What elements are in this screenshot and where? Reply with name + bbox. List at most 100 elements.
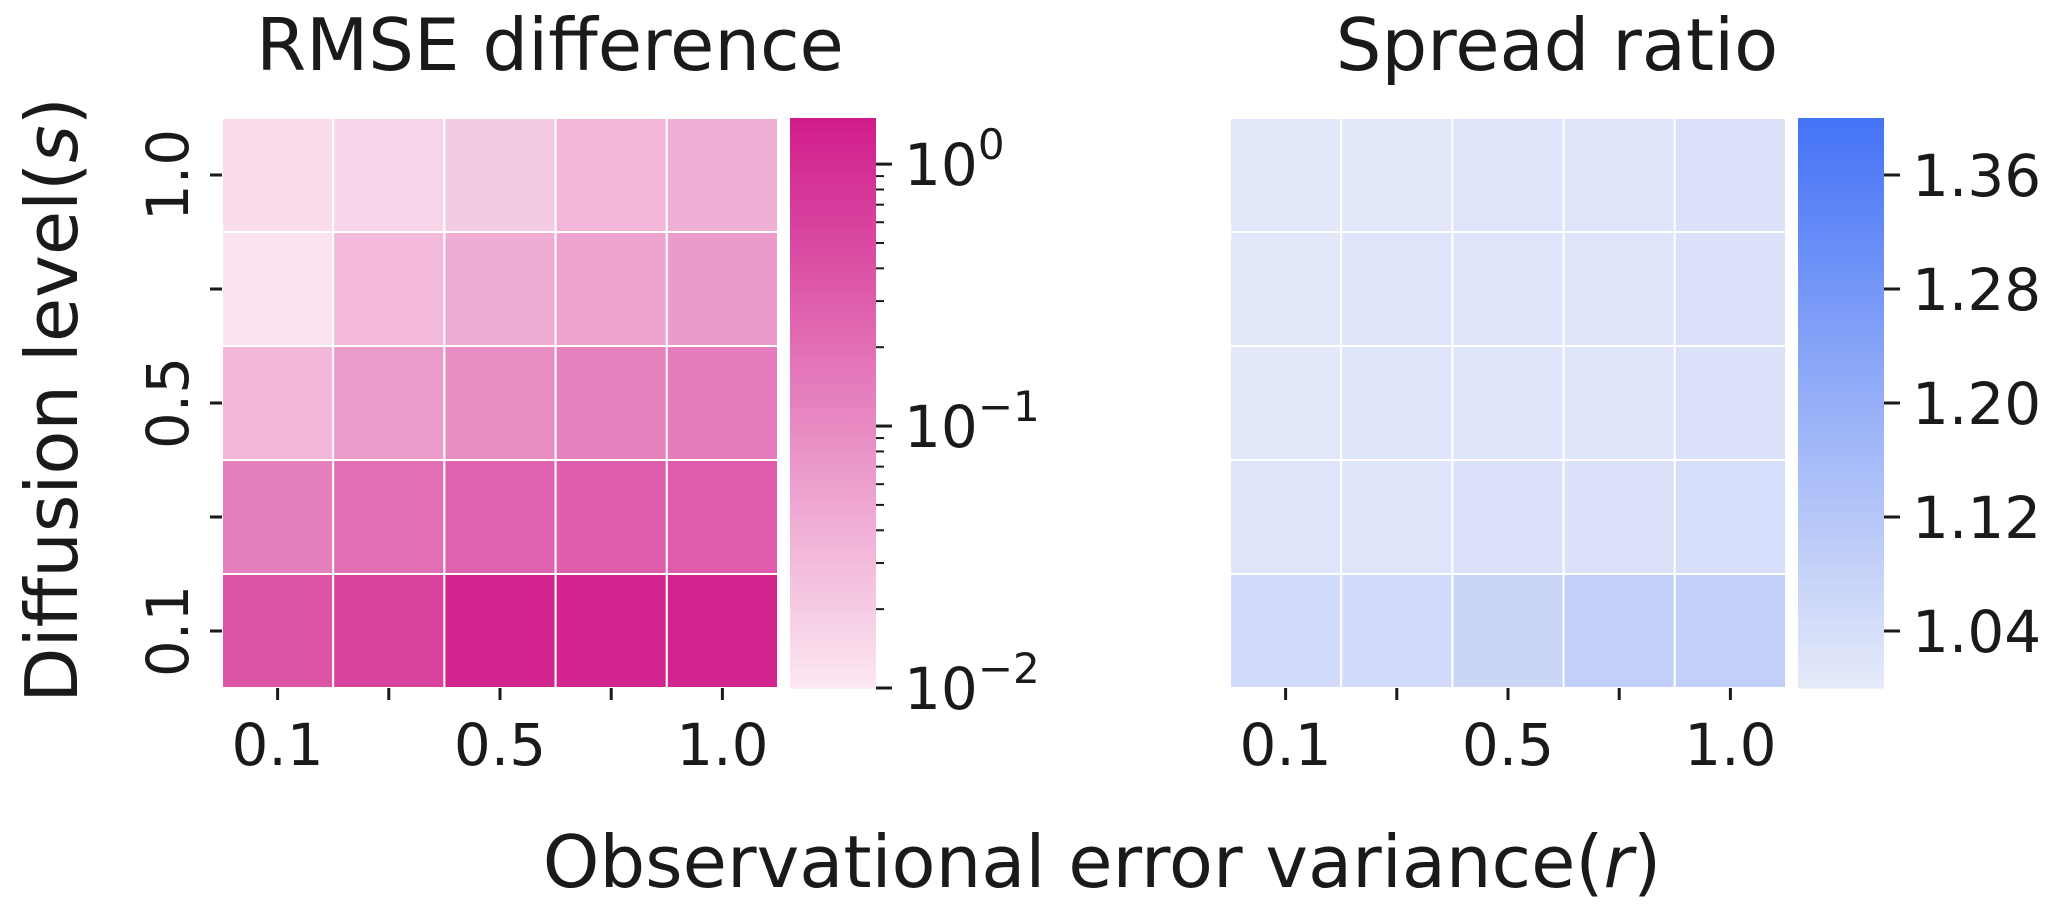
spread-colorbar-segment	[1798, 536, 1884, 542]
rmse-colorbar-segment	[790, 555, 876, 561]
rmse-colorbar-segment	[790, 194, 876, 200]
rmse-colorbar-segment	[790, 635, 876, 642]
rmse-colorbar-segment	[790, 564, 876, 570]
spread-cell	[1229, 573, 1343, 689]
spread-cell	[1562, 117, 1676, 233]
spread-colorbar-segment	[1798, 650, 1884, 656]
x-axis-label-text: Observational error variance	[543, 820, 1576, 904]
rmse-colorbar-segment	[790, 265, 876, 271]
rmse-cell	[332, 459, 446, 575]
rmse-colorbar-segment	[790, 217, 876, 224]
spread-colorbar-segment	[1798, 621, 1884, 627]
rmse-colorbar-segment	[790, 593, 876, 599]
rmse-colorbar-segment	[790, 526, 876, 532]
spread-cell	[1673, 117, 1788, 233]
spread-colorbar-segment	[1798, 137, 1884, 143]
spread-colorbar-segment	[1798, 236, 1884, 243]
spread-colorbar-segment	[1798, 635, 1884, 642]
rmse-colorbar-segment	[790, 607, 876, 613]
spread-colorbar-segment	[1798, 645, 1884, 651]
spread-colorbar-segment	[1798, 498, 1884, 504]
rmse-colorbar-segment	[790, 545, 876, 551]
rmse-colorbar-segment	[790, 170, 876, 176]
spread-cell	[1340, 117, 1454, 233]
spread-colorbar-segment	[1798, 260, 1884, 266]
rmse-colorbar-segment	[790, 175, 876, 181]
spread-colorbar-segment	[1798, 602, 1884, 608]
spread-colorbar-segment	[1798, 141, 1884, 148]
y-axis-label-symbol: s	[10, 125, 94, 163]
rmse-colorbar-segment	[790, 308, 876, 314]
rmse-colorbar-segment	[790, 645, 876, 651]
rmse-cell	[221, 573, 335, 689]
spread-colorbar-segment	[1798, 208, 1884, 214]
spread-colorbar-segment	[1798, 398, 1884, 404]
x-axis-label: Observational error variance(r)	[543, 820, 1661, 904]
rmse-colorbar-segment	[790, 654, 876, 661]
rmse-colorbar-segment	[790, 422, 876, 428]
spread-colorbar-segment	[1798, 403, 1884, 409]
spread-colorbar-segment	[1798, 597, 1884, 604]
rmse-colorbar-segment	[790, 616, 876, 623]
rmse-cell	[221, 117, 335, 233]
spread-colorbar-segment	[1798, 322, 1884, 328]
rmse-colorbar-segment	[790, 241, 876, 247]
spread-cell	[1451, 117, 1565, 233]
rmse-title: RMSE difference	[256, 3, 844, 87]
spread-colorbar-segment	[1798, 170, 1884, 176]
spread-cell	[1673, 231, 1788, 347]
spread-colorbar-segment	[1798, 284, 1884, 290]
rmse-cell	[332, 231, 446, 347]
rmse-colorbar-segment	[790, 460, 876, 466]
spread-colorbar-tick-label: 1.12	[1912, 484, 2041, 552]
rmse-cell	[443, 573, 557, 689]
rmse-colorbar-segment	[790, 412, 876, 418]
rmse-y-axis: 1.0 0.5 0.1	[134, 129, 222, 677]
rmse-cell	[554, 573, 668, 689]
rmse-x-tick-label: 0.5	[454, 711, 546, 779]
spread-colorbar-segment	[1798, 412, 1884, 418]
spread-colorbar-segment	[1798, 189, 1884, 195]
rmse-colorbar-tick-label: 10−1	[904, 382, 1040, 461]
y-axis-label-text: Diffusion level	[10, 191, 94, 703]
rmse-colorbar-segment	[790, 498, 876, 504]
spread-title: Spread ratio	[1336, 3, 1778, 87]
rmse-colorbar-segment	[790, 640, 876, 646]
rmse-colorbar-segment	[790, 583, 876, 589]
spread-colorbar-segment	[1798, 146, 1884, 152]
rmse-colorbar-segment	[790, 597, 876, 604]
spread-cell	[1562, 459, 1676, 575]
rmse-colorbar-segment	[790, 512, 876, 518]
rmse-colorbar-segment	[790, 683, 876, 689]
rmse-colorbar-segment	[790, 146, 876, 152]
spread-colorbar-segment	[1798, 331, 1884, 338]
rmse-colorbar-segment	[790, 165, 876, 171]
spread-colorbar-segment	[1798, 545, 1884, 551]
rmse-colorbar-segment	[790, 293, 876, 300]
spread-colorbar-segment	[1798, 431, 1884, 437]
rmse-colorbar-segment	[790, 312, 876, 319]
rmse-colorbar-segment	[790, 303, 876, 309]
spread-cell	[1229, 231, 1343, 347]
spread-colorbar-segment	[1798, 312, 1884, 319]
spread-cell	[1340, 459, 1454, 575]
rmse-x-tick-label: 0.1	[231, 711, 323, 779]
rmse-colorbar-segment	[790, 118, 876, 124]
spread-colorbar-segment	[1798, 426, 1884, 433]
rmse-colorbar-segment	[790, 122, 876, 129]
rmse-colorbar-segment	[790, 602, 876, 608]
spread-colorbar-segment	[1798, 355, 1884, 361]
spread-colorbar-segment	[1798, 583, 1884, 589]
spread-colorbar-segment	[1798, 303, 1884, 309]
rmse-colorbar-segment	[790, 331, 876, 338]
rmse-cell	[665, 231, 779, 347]
spread-colorbar-segment	[1798, 493, 1884, 499]
spread-colorbar-segment	[1798, 464, 1884, 471]
rmse-colorbar-segment	[790, 141, 876, 148]
spread-x-tick-label: 0.1	[1239, 711, 1331, 779]
spread-colorbar-segment	[1798, 298, 1884, 304]
rmse-colorbar-segment	[790, 521, 876, 528]
spread-colorbar-segment	[1798, 654, 1884, 661]
rmse-cell	[221, 345, 335, 461]
spread-colorbar-segment	[1798, 341, 1884, 347]
